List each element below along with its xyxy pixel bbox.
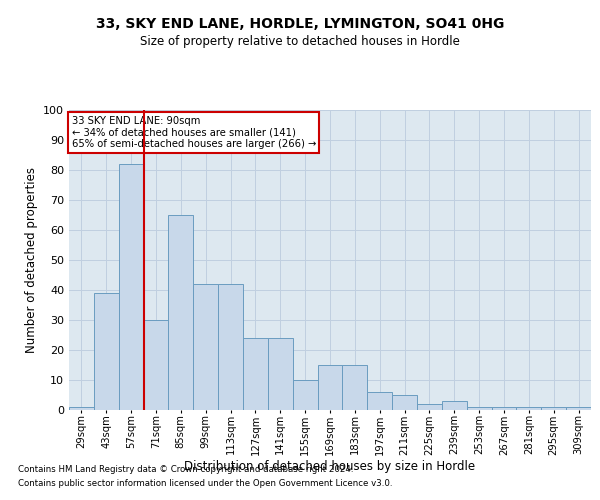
X-axis label: Distribution of detached houses by size in Hordle: Distribution of detached houses by size … [184,460,476,473]
Text: 33, SKY END LANE, HORDLE, LYMINGTON, SO41 0HG: 33, SKY END LANE, HORDLE, LYMINGTON, SO4… [96,18,504,32]
Bar [218,284,243,410]
Bar [317,365,343,410]
Bar [69,407,94,410]
Bar [243,338,268,410]
Bar [392,395,417,410]
Bar [541,407,566,410]
Y-axis label: Number of detached properties: Number of detached properties [25,167,38,353]
Text: 33 SKY END LANE: 90sqm
← 34% of detached houses are smaller (141)
65% of semi-de: 33 SKY END LANE: 90sqm ← 34% of detached… [71,116,316,149]
Bar [343,365,367,410]
Bar [293,380,317,410]
Bar [119,164,143,410]
Bar [143,320,169,410]
Bar [442,401,467,410]
Bar [268,338,293,410]
Bar [467,407,491,410]
Bar [169,215,193,410]
Bar [517,407,541,410]
Bar [566,407,591,410]
Bar [193,284,218,410]
Bar [94,293,119,410]
Bar [367,392,392,410]
Text: Size of property relative to detached houses in Hordle: Size of property relative to detached ho… [140,35,460,48]
Text: Contains public sector information licensed under the Open Government Licence v3: Contains public sector information licen… [18,478,392,488]
Bar [491,407,517,410]
Bar [417,404,442,410]
Text: Contains HM Land Registry data © Crown copyright and database right 2024.: Contains HM Land Registry data © Crown c… [18,465,353,474]
